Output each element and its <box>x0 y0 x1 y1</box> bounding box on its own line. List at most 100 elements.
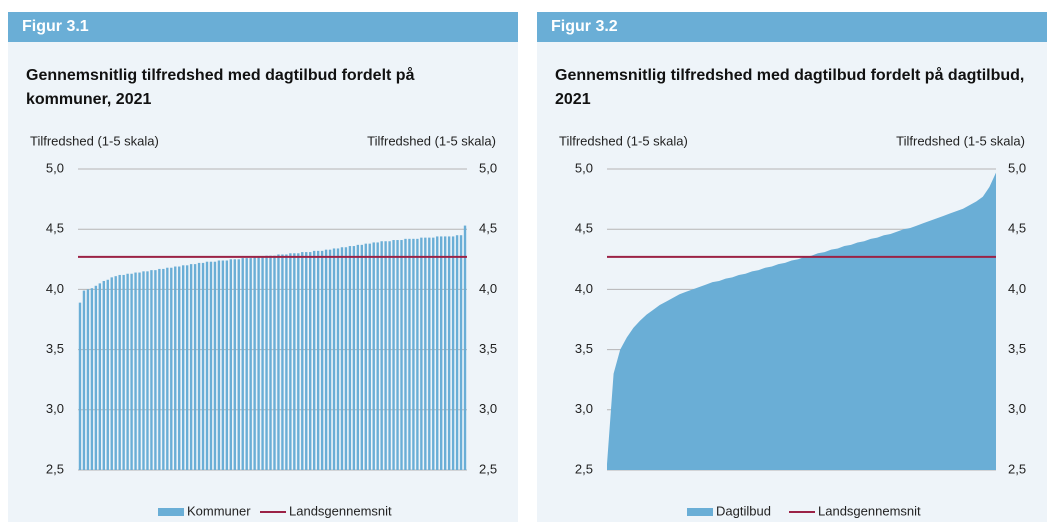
bar <box>443 236 447 470</box>
bar <box>348 246 352 470</box>
bar <box>114 276 117 470</box>
bar <box>364 243 367 470</box>
bar <box>126 273 129 470</box>
y-tick-label: 4,5 <box>575 221 593 236</box>
y2-tick-label: 4,0 <box>1008 281 1026 296</box>
bar <box>178 266 181 470</box>
chart-title: Gennemsnitlig tilfredshed med dagtilbud … <box>26 67 415 108</box>
bar <box>166 267 169 470</box>
y2-tick-label: 2,5 <box>479 461 497 476</box>
chart-panel: Figur 3.2 Gennemsnitlig tilfredshed med d… <box>537 12 1047 522</box>
bar <box>106 279 109 470</box>
bar <box>98 283 102 470</box>
bar <box>86 289 90 470</box>
y-tick-label: 3,5 <box>46 341 64 356</box>
bar <box>459 235 463 470</box>
bar <box>134 272 137 470</box>
bar <box>432 237 435 470</box>
bar <box>312 250 316 470</box>
bar <box>293 253 296 470</box>
y-tick-label: 4,0 <box>46 281 64 296</box>
bar <box>185 265 189 470</box>
y2-tick-label: 2,5 <box>1008 461 1026 476</box>
chart-panel: Figur 3.1 Gennemsnitlig tilfredshed med d… <box>8 12 518 522</box>
bar <box>416 238 419 470</box>
bar <box>193 264 197 470</box>
bar <box>174 266 177 470</box>
bar <box>201 262 205 470</box>
y2-tick-label: 3,0 <box>479 401 497 416</box>
bar <box>324 249 328 470</box>
bar <box>229 259 233 470</box>
bar <box>253 256 256 470</box>
bar <box>436 236 439 470</box>
bar <box>384 241 387 470</box>
legend-label: Dagtilbud <box>716 503 771 518</box>
bar <box>150 270 153 470</box>
bar <box>261 256 264 470</box>
bar <box>78 302 82 470</box>
legend-label: Kommuner <box>187 503 251 518</box>
bar <box>138 272 141 470</box>
bar <box>181 265 185 470</box>
y2-tick-label: 4,0 <box>479 281 497 296</box>
bar <box>320 250 324 470</box>
bar <box>217 260 221 470</box>
bar <box>162 268 165 470</box>
bar <box>356 244 360 470</box>
y2-tick-label: 3,0 <box>1008 401 1026 416</box>
bar <box>404 238 407 470</box>
bar <box>463 225 467 470</box>
bar <box>130 273 133 470</box>
y2-tick-label: 4,5 <box>1008 221 1026 236</box>
legend-swatch <box>687 508 713 516</box>
bar <box>94 285 98 470</box>
bar <box>424 237 427 470</box>
bar <box>189 264 193 470</box>
bar <box>289 253 292 470</box>
bar <box>122 274 125 470</box>
bar <box>249 258 252 470</box>
bar <box>336 248 340 470</box>
y-tick-label: 4,5 <box>46 221 64 236</box>
y-tick-label: 5,0 <box>46 160 64 175</box>
bar <box>420 237 423 470</box>
bar <box>316 250 320 470</box>
bar <box>392 240 395 470</box>
bar <box>118 274 121 470</box>
y2-tick-label: 4,5 <box>479 221 497 236</box>
y2-tick-label: 5,0 <box>479 160 497 175</box>
bar <box>455 235 459 470</box>
bar <box>110 277 113 470</box>
legend-swatch <box>158 508 184 516</box>
bar <box>305 252 308 470</box>
bar <box>285 254 288 470</box>
legend-label: Landsgennemsnit <box>289 503 392 518</box>
bar <box>412 238 415 470</box>
bar <box>158 268 161 470</box>
bar <box>344 247 348 470</box>
bar <box>451 236 455 470</box>
bar <box>154 270 157 470</box>
y-tick-label: 2,5 <box>575 461 593 476</box>
bar <box>245 258 248 470</box>
bar <box>301 252 304 470</box>
y-tick-label: 3,0 <box>575 401 593 416</box>
bar <box>281 254 284 470</box>
figure-label: Figur 3.1 <box>8 12 518 42</box>
y-tick-label: 4,0 <box>575 281 593 296</box>
bar <box>273 255 276 470</box>
y2-tick-label: 3,5 <box>1008 341 1026 356</box>
y2-axis-label: Tilfredshed (1-5 skala) <box>367 133 496 148</box>
y2-axis-label: Tilfredshed (1-5 skala) <box>896 133 1025 148</box>
chart: Tilfredshed (1-5 skala) Tilfredshed (1-5 … <box>30 133 497 518</box>
bar <box>297 253 300 470</box>
bar <box>102 280 105 470</box>
bar <box>360 244 364 470</box>
bar <box>197 262 201 470</box>
bar <box>368 243 371 470</box>
bar <box>396 240 399 470</box>
bar <box>90 288 94 470</box>
y-tick-label: 3,5 <box>575 341 593 356</box>
